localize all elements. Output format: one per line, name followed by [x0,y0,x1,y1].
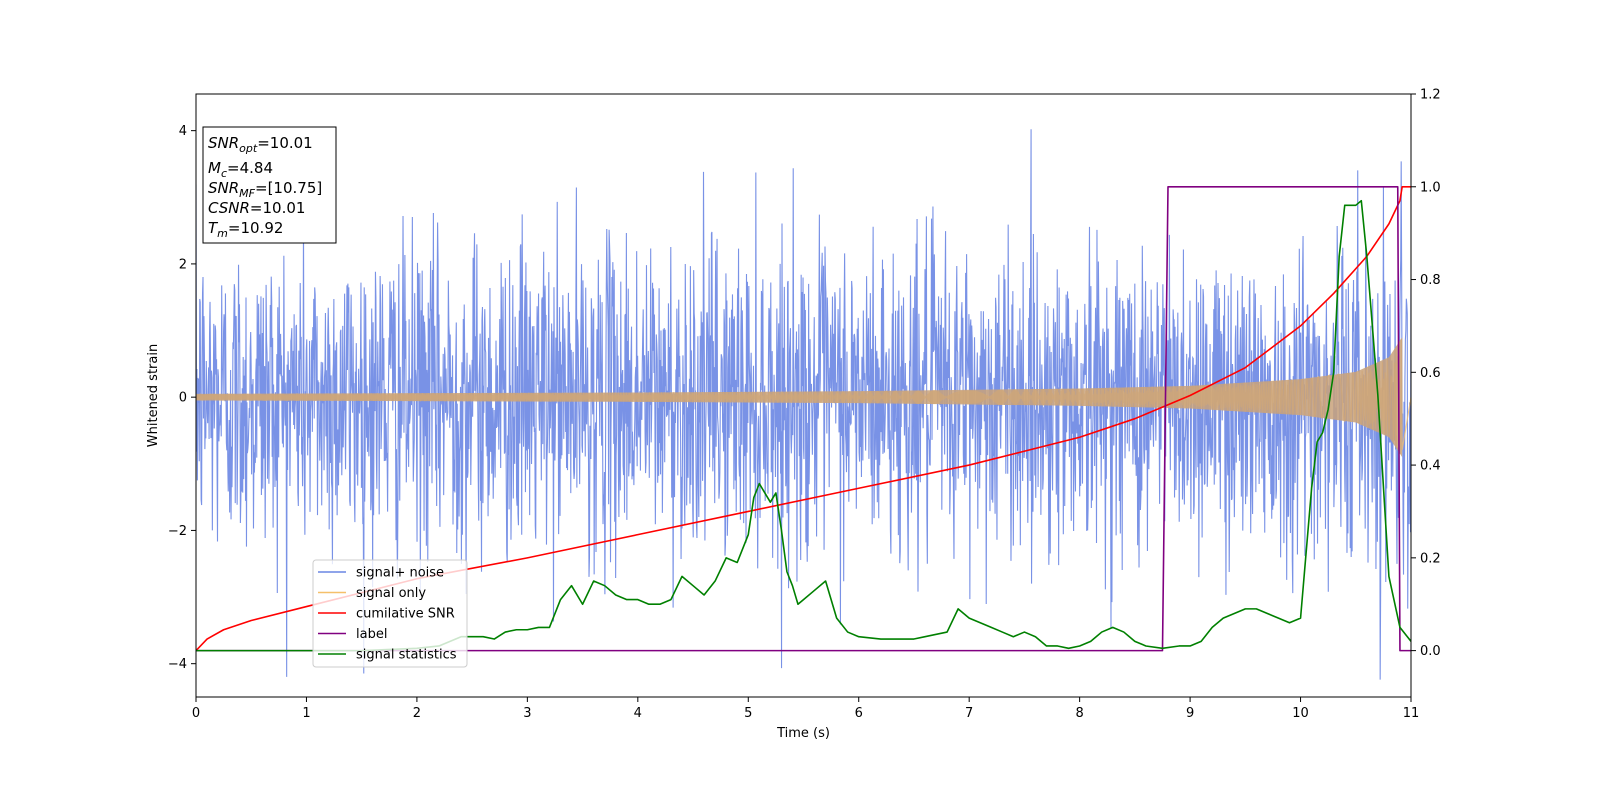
series-layer [196,129,1411,680]
x-tick-label: 9 [1186,706,1194,721]
y2-tick-label: 0.0 [1420,644,1441,659]
info-line: SNRMF=[10.75] [208,179,322,200]
info-annotation-box: SNRopt=10.01 Mc=4.84SNRMF=[10.75]CSNR=10.… [202,126,337,244]
series-label [196,185,1411,652]
x-tick-label: 4 [634,706,642,721]
info-line: Mc=4.84 [208,159,273,180]
legend: signal+ noise signal only cumilative SNR la… [312,559,468,668]
y-tick-label: 2 [179,257,187,272]
legend-entry: signal statistics [356,648,457,663]
info-box-frame [202,126,337,244]
legend-entry: signal+ noise [356,566,444,581]
y2-tick-label: 0.6 [1420,366,1441,381]
x-tick-label: 0 [192,706,200,721]
y-tick-label: 0 [179,391,187,406]
x-tick-label: 3 [523,706,531,721]
axes-frame [195,93,1412,698]
series-signal-only-envelope [196,337,1403,458]
x-tick-label: 10 [1292,706,1309,721]
y-tick-label: 4 [179,124,187,139]
y2-tick-label: 0.2 [1420,551,1441,566]
y-tick-label: −2 [168,524,187,539]
legend-entry: label [356,627,387,642]
info-line: SNRopt=10.01 [208,134,313,155]
x-tick-label: 8 [1075,706,1083,721]
series-cumilative-snr [196,185,1411,652]
legend-entry: cumilative SNR [356,607,455,622]
x-tick-label: 11 [1403,706,1420,721]
y2-tick-label: 0.8 [1420,273,1441,288]
x-tick-label: 2 [413,706,421,721]
legend-frame [312,559,468,668]
y2-tick-label: 0.4 [1420,459,1441,474]
info-line: Tm=10.92 [208,219,283,240]
x-tick-label: 5 [744,706,752,721]
x-tick-label: 1 [302,706,310,721]
y-tick-label: −4 [168,657,187,672]
y2-tick-label: 1.0 [1420,180,1441,195]
series-signal-statistics [196,199,1411,652]
legend-entry: signal only [356,586,426,601]
series-signal-noise [196,129,1411,680]
x-axis-label: Time (s) [776,726,830,741]
x-tick-label: 7 [965,706,973,721]
ticks-layer: 0 1 2 3 4 5 6 7 8 9 10 11 −4 −2 0 2 4 0.0 0.2 0.4 0.6 0.8 1.0 1… [168,88,1441,722]
x-tick-label: 6 [855,706,863,721]
info-line: CSNR=10.01 [208,199,305,217]
y-axis-label: Whitened strain [146,344,161,447]
y2-tick-label: 1.2 [1420,88,1441,103]
